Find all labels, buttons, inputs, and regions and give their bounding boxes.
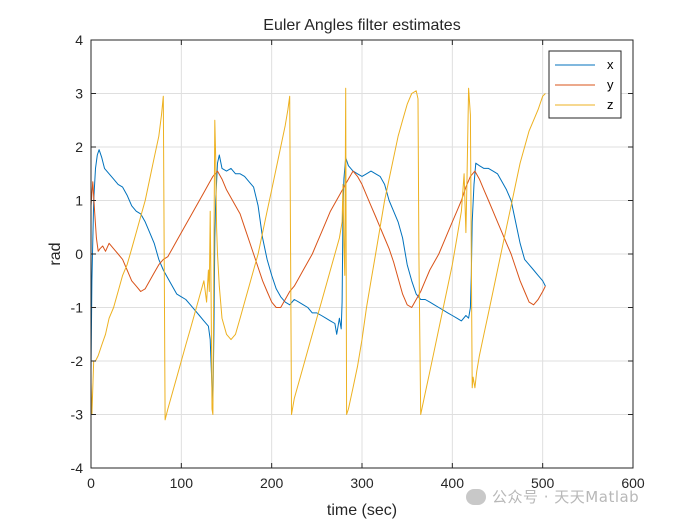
series-line-y xyxy=(90,170,546,308)
series-line-z xyxy=(90,87,546,421)
y-axis-label: rad xyxy=(47,242,64,265)
y-tick-label: -2 xyxy=(71,353,84,369)
y-tick-label: 1 xyxy=(75,193,83,209)
series-layer xyxy=(90,87,546,421)
ticks: 0 100 200 300 400 500 600 -4 -3 -2 -1 0 1 2 3 4 xyxy=(71,32,645,491)
legend-label-z: z xyxy=(607,97,614,112)
series-line-x xyxy=(90,149,546,402)
legend-label-y: y xyxy=(607,77,614,92)
y-tick-label: 4 xyxy=(75,32,83,48)
x-tick-label: 600 xyxy=(621,475,645,491)
x-tick-label: 500 xyxy=(531,475,555,491)
x-tick-label: 200 xyxy=(260,475,284,491)
chart-title: Euler Angles filter estimates xyxy=(263,17,460,34)
x-tick-label: 400 xyxy=(441,475,465,491)
y-tick-label: -4 xyxy=(71,460,84,476)
y-tick-label: -1 xyxy=(71,300,84,316)
y-tick-label: 3 xyxy=(75,86,83,102)
x-tick-label: 0 xyxy=(87,475,95,491)
x-axis-label: time (sec) xyxy=(327,502,397,519)
watermark: 公众号 · 天天Matlab xyxy=(466,486,639,507)
y-tick-label: -3 xyxy=(71,407,84,423)
legend: xyz xyxy=(548,50,622,119)
x-tick-label: 300 xyxy=(350,475,374,491)
x-tick-label: 100 xyxy=(170,475,194,491)
y-tick-label: 2 xyxy=(75,139,83,155)
legend-label-x: x xyxy=(607,57,614,72)
y-tick-label: 0 xyxy=(75,246,83,262)
watermark-text: 公众号 · 天天Matlab xyxy=(492,488,640,506)
wechat-icon xyxy=(466,489,486,505)
